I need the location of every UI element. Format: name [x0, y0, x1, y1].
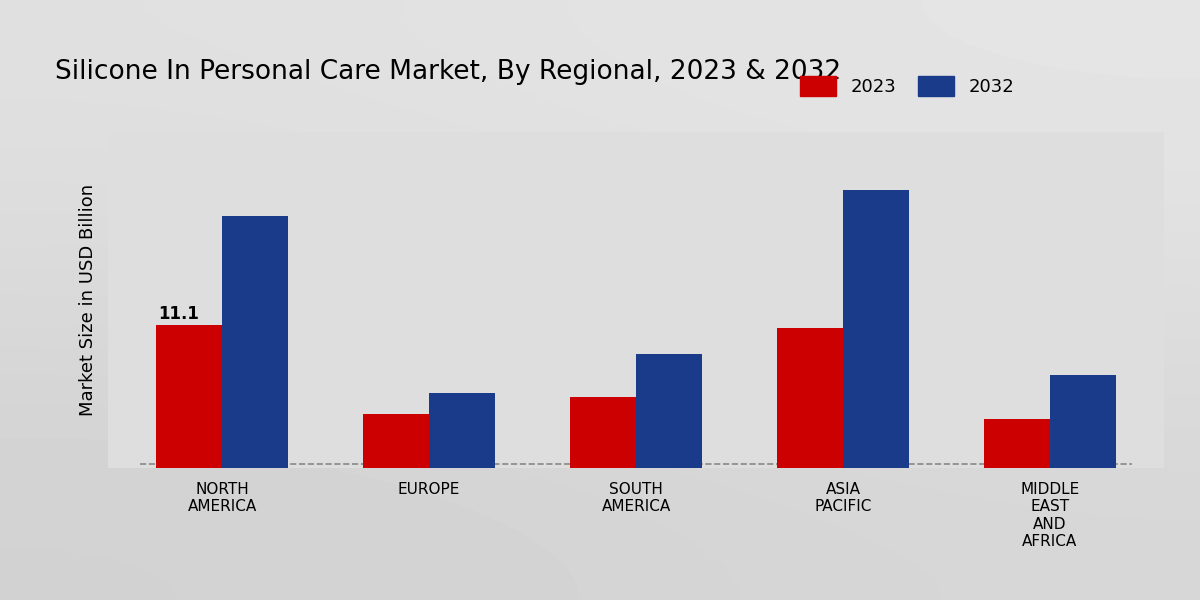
Bar	[1050, 375, 1116, 468]
Legend: 2023, 2032: 2023, 2032	[791, 67, 1022, 105]
Bar	[570, 397, 636, 468]
Bar	[984, 419, 1050, 468]
Bar	[636, 354, 702, 468]
Bar	[156, 325, 222, 468]
Y-axis label: Market Size in USD Billion: Market Size in USD Billion	[79, 184, 97, 416]
Bar	[362, 414, 430, 468]
Bar	[776, 328, 842, 468]
Bar	[842, 190, 910, 468]
Text: 11.1: 11.1	[158, 305, 199, 323]
Bar	[430, 393, 496, 468]
Bar	[222, 216, 288, 468]
Text: Silicone In Personal Care Market, By Regional, 2023 & 2032: Silicone In Personal Care Market, By Reg…	[55, 59, 841, 85]
